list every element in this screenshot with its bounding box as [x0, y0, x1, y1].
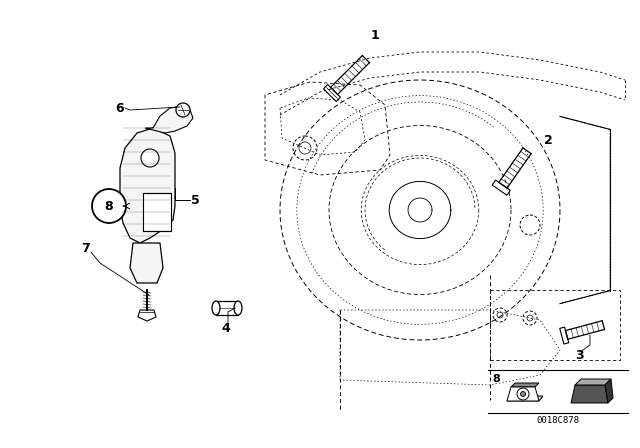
Text: 3: 3 — [576, 349, 584, 362]
Text: 6: 6 — [116, 102, 124, 115]
Polygon shape — [511, 383, 539, 387]
Polygon shape — [120, 128, 175, 243]
Circle shape — [523, 311, 537, 325]
Circle shape — [141, 149, 159, 167]
Circle shape — [527, 315, 533, 321]
Text: 8: 8 — [492, 374, 500, 384]
Circle shape — [520, 392, 525, 396]
Ellipse shape — [234, 301, 242, 315]
Polygon shape — [605, 379, 613, 403]
Text: 8: 8 — [105, 199, 113, 212]
Polygon shape — [571, 385, 608, 403]
Circle shape — [92, 189, 126, 223]
Polygon shape — [130, 243, 163, 283]
Polygon shape — [507, 396, 543, 401]
Text: 2: 2 — [543, 134, 552, 146]
Text: 0018C878: 0018C878 — [536, 416, 579, 425]
Circle shape — [299, 142, 311, 154]
Polygon shape — [507, 387, 539, 401]
Circle shape — [517, 388, 529, 400]
Circle shape — [176, 103, 190, 117]
Ellipse shape — [212, 301, 220, 315]
Text: 1: 1 — [371, 29, 380, 42]
Circle shape — [497, 312, 503, 318]
Text: 4: 4 — [221, 322, 230, 335]
Polygon shape — [560, 327, 569, 344]
Polygon shape — [138, 310, 156, 321]
Text: 7: 7 — [81, 241, 90, 254]
Bar — [143, 193, 171, 231]
Polygon shape — [145, 106, 193, 133]
Text: 5: 5 — [191, 194, 200, 207]
Circle shape — [520, 215, 540, 235]
Polygon shape — [323, 85, 340, 102]
Polygon shape — [575, 379, 611, 385]
Circle shape — [493, 308, 507, 322]
Bar — [216, 301, 238, 315]
Polygon shape — [492, 180, 510, 195]
Circle shape — [293, 136, 317, 160]
